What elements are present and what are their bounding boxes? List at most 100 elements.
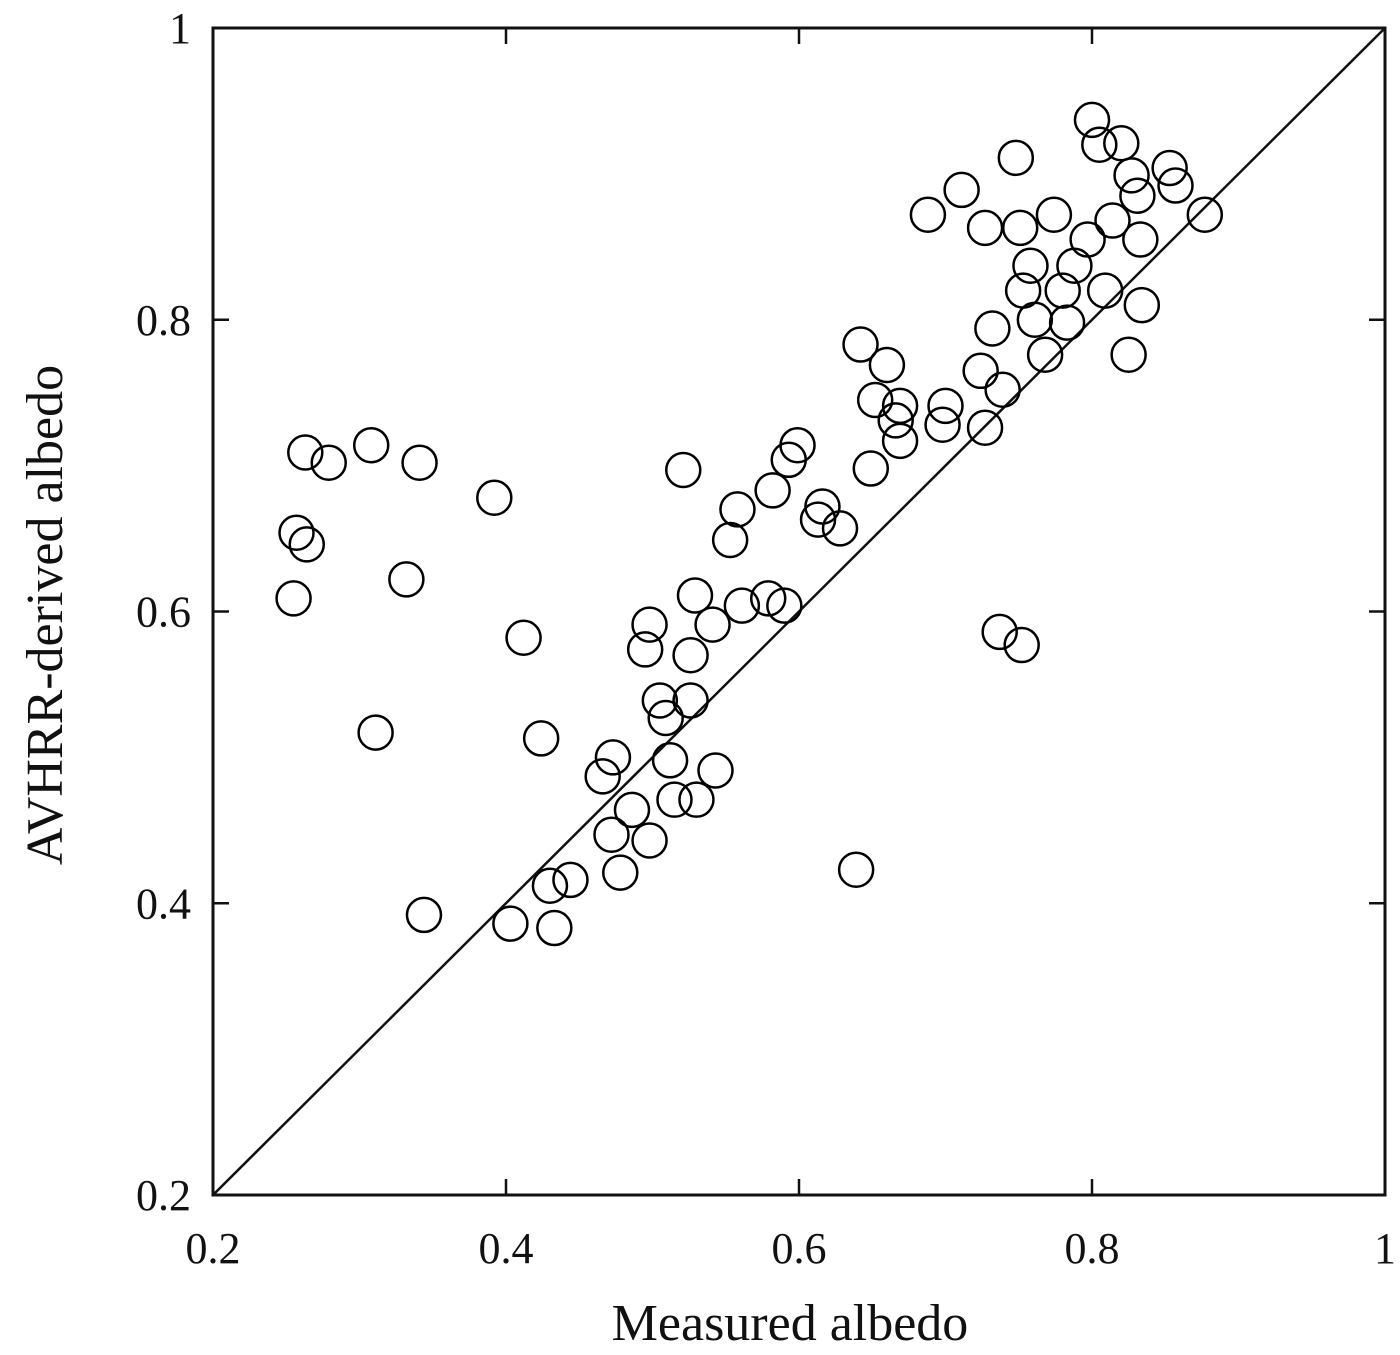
point [1044,272,1081,309]
point [401,444,438,481]
point [723,587,761,624]
point [352,426,390,464]
point [909,196,947,233]
point [881,422,919,460]
point [927,387,964,425]
point [984,371,1021,409]
point [1110,336,1147,374]
point [924,406,961,444]
point [966,209,1004,247]
point [676,577,714,614]
point [1151,149,1188,187]
point [754,472,791,509]
point [613,791,651,829]
point [694,606,731,643]
point [536,909,573,947]
point [719,491,756,528]
point [602,854,639,891]
point [672,682,709,719]
point [1001,209,1039,247]
point [1094,202,1131,239]
point [1016,301,1054,338]
point [552,861,589,899]
point [651,742,689,779]
point [852,450,890,487]
point [672,637,709,674]
point [1122,221,1159,258]
point [647,699,684,737]
point [631,822,668,859]
x-tick-label: 0.8 [1065,1224,1120,1273]
point [1186,196,1224,233]
x-tick-label: 0.6 [772,1224,827,1273]
point [626,631,664,668]
point [711,521,749,559]
point [405,896,443,934]
point [1119,177,1156,215]
y-axis-label: AVHRR-derived albedo [17,365,74,865]
point [275,580,312,617]
point [856,381,894,419]
point [656,781,693,818]
point [1123,286,1161,324]
x-axis-label: Measured albedo [612,1295,969,1352]
point [1012,247,1049,285]
point [881,387,919,425]
point [492,905,529,942]
point [594,739,632,776]
point [804,488,841,525]
point [388,561,425,598]
y-tick-label: 0.8 [136,296,191,345]
point [749,580,787,617]
point [278,514,315,551]
y-tick-label: 0.2 [136,1171,191,1220]
point [584,758,621,795]
point [288,526,326,563]
point [1026,336,1064,374]
point [997,139,1035,177]
point [981,613,1018,651]
point [1157,167,1194,204]
point [531,867,569,904]
point [1113,157,1150,194]
point [943,171,980,209]
point [868,346,906,384]
point [522,720,560,757]
point [476,479,513,516]
point [665,451,702,489]
point [962,352,999,390]
point [1103,124,1140,162]
x-tick-label: 0.4 [479,1224,534,1273]
point [505,619,542,657]
point [697,752,734,789]
point [593,816,630,853]
point [1086,272,1124,309]
point [1048,304,1086,341]
point [1069,221,1106,258]
point [966,409,1004,446]
point [678,781,715,818]
y-tick-label: 0.6 [136,588,191,637]
point [310,444,347,481]
point [641,682,679,719]
y-tick-label: 0.4 [136,879,191,928]
point [837,851,875,888]
x-tick-label: 1 [1374,1224,1396,1273]
point [821,510,859,547]
point [766,587,803,624]
point [974,310,1011,347]
point [877,402,914,439]
point [1003,626,1040,664]
point [287,434,324,471]
point [842,326,879,363]
x-tick-label: 0.2 [186,1224,241,1273]
point [357,714,394,751]
point [1073,101,1111,139]
y-tick-label: 1 [169,4,191,53]
point [1081,126,1118,163]
point [1035,196,1073,233]
point [631,606,668,643]
point [779,426,816,464]
